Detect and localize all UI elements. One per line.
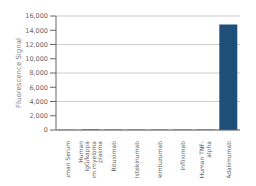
svg-text:10,000: 10,000 <box>25 55 48 63</box>
svg-text:16,000: 16,000 <box>25 12 48 20</box>
svg-text:HumanIgG/kappafrom myelomaplas: HumanIgG/kappafrom myelomaplasma <box>77 141 105 178</box>
svg-text:12,000: 12,000 <box>25 41 48 49</box>
svg-text:Human TNF-alpha: Human TNF-alpha <box>198 141 213 178</box>
svg-text:6,000: 6,000 <box>29 84 48 92</box>
svg-text:0: 0 <box>44 126 48 134</box>
svg-text:Infliximab: Infliximab <box>179 141 186 171</box>
svg-text:Rituximab: Rituximab <box>110 141 117 172</box>
svg-text:4,000: 4,000 <box>29 98 48 106</box>
svg-text:8,000: 8,000 <box>29 69 48 77</box>
svg-text:Ustekinumab: Ustekinumab <box>133 141 140 178</box>
svg-text:Fluorescence Signal: Fluorescence Signal <box>15 38 23 108</box>
svg-text:2,000: 2,000 <box>29 112 48 120</box>
svg-text:14,000: 14,000 <box>25 27 48 35</box>
svg-text:Human Serum: Human Serum <box>64 141 71 178</box>
svg-text:Adalimumab: Adalimumab <box>225 141 232 178</box>
svg-text:Alemtuzumab: Alemtuzumab <box>156 141 163 178</box>
